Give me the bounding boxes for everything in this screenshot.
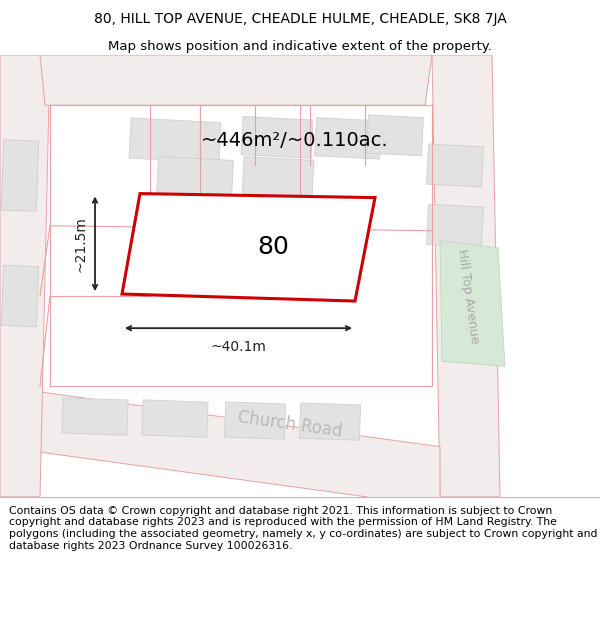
Polygon shape	[367, 115, 424, 156]
Polygon shape	[427, 204, 484, 248]
Polygon shape	[62, 398, 128, 435]
Polygon shape	[440, 241, 505, 366]
Text: Contains OS data © Crown copyright and database right 2021. This information is : Contains OS data © Crown copyright and d…	[9, 506, 598, 551]
Text: Map shows position and indicative extent of the property.: Map shows position and indicative extent…	[108, 39, 492, 52]
Text: ~21.5m: ~21.5m	[73, 216, 87, 272]
Polygon shape	[314, 118, 382, 159]
Polygon shape	[241, 116, 313, 158]
Polygon shape	[224, 402, 286, 439]
Text: ~40.1m: ~40.1m	[211, 340, 266, 354]
Polygon shape	[157, 156, 233, 199]
Polygon shape	[0, 55, 50, 497]
Polygon shape	[0, 386, 440, 507]
Text: 80: 80	[257, 234, 289, 259]
Text: ~446m²/~0.110ac.: ~446m²/~0.110ac.	[201, 131, 389, 150]
Polygon shape	[427, 144, 484, 187]
Text: 80, HILL TOP AVENUE, CHEADLE HULME, CHEADLE, SK8 7JA: 80, HILL TOP AVENUE, CHEADLE HULME, CHEA…	[94, 12, 506, 26]
Text: Hill Top Avenue: Hill Top Avenue	[455, 248, 481, 344]
Polygon shape	[299, 403, 361, 440]
Polygon shape	[122, 194, 375, 301]
Polygon shape	[129, 118, 221, 162]
Polygon shape	[40, 55, 432, 105]
Polygon shape	[142, 400, 208, 437]
Text: Church Road: Church Road	[236, 408, 343, 441]
Polygon shape	[1, 265, 38, 327]
Polygon shape	[242, 157, 314, 198]
Polygon shape	[432, 55, 500, 497]
Polygon shape	[1, 140, 39, 211]
